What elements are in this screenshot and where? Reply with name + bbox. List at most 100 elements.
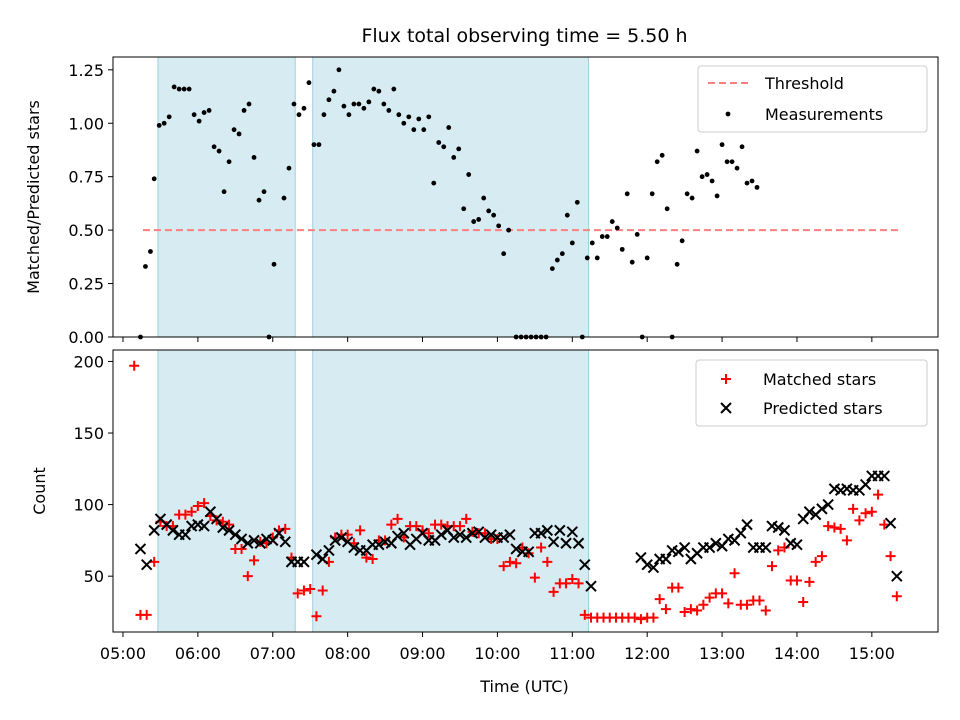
measurement-point [221,189,227,195]
measurement-point [416,116,422,122]
measurement-point [366,99,372,105]
legend-plus-marker [721,374,731,384]
predicted-star-point [579,559,591,571]
predicted-star-point [510,543,522,555]
measurement-point [634,232,640,237]
matched-star-point [873,489,884,500]
matched-star-point [386,519,397,530]
matched-star-point [461,513,472,524]
shaded-intervals [157,349,590,633]
measurement-point [236,131,242,137]
matched-star-point [504,556,515,567]
top-y-tick-label: 1.00 [68,114,104,133]
predicted-star-point [803,506,816,518]
measurement-point [271,261,277,267]
matched-star-point [436,519,447,530]
legend-x-marker [720,402,732,414]
predicted-star-point [323,544,335,557]
measurement-point [574,199,580,205]
predicted-star-point [647,561,660,574]
predicted-star-point [485,528,497,541]
predicted-star-point [460,531,472,544]
predicted-star-point [572,537,585,549]
measurement-point [754,184,760,190]
bottom-y-tick-label: 100 [73,496,104,515]
observing-interval [312,349,590,633]
measurement-point [151,176,157,182]
predicted-star-point [859,478,872,491]
top-y-tick-label: 0.75 [68,168,104,187]
bottom-panel: 05:00 06:00 07:00 08:00 09:00 10:00 11:00 12:00… [30,349,939,696]
matched-star-point [629,612,640,623]
matched-star-point [573,578,584,589]
predicted-star-point [335,531,348,544]
predicted-star-point [229,528,242,541]
matched-star-point [866,506,877,517]
measurement-point [569,240,575,246]
measurement-point [186,86,192,92]
matched-star-point [249,555,260,566]
predicted-star-point [504,528,516,541]
matched-star-point [523,548,534,559]
predicted-star-point [703,541,716,554]
measurement-point [549,266,555,272]
matched-star-point [841,535,852,546]
matched-star-point [767,561,778,572]
measurement-point [291,101,297,107]
predicted-star-point [273,527,285,539]
matched-star-point [704,592,715,603]
top-legend: Threshold Measurements [697,65,928,133]
matched-star-point [791,575,802,586]
matched-star-point [141,609,152,620]
measurement-point [371,86,377,92]
top-y-tick-label: 0.50 [68,221,104,240]
legend-matched-swatch [721,374,731,384]
matched-star-point [311,611,322,622]
measurement-point [201,110,207,115]
measurement-point [466,172,472,177]
measurement-point [331,88,337,94]
predicted-star-point [497,531,510,544]
matched-star-point [411,521,422,532]
predicted-star-point [167,524,179,537]
measurement-point [709,178,715,184]
measurement-point [206,108,212,113]
x-tick-label: 07:00 [250,644,296,663]
measurement-point [156,122,162,128]
predicted-star-point [547,536,560,548]
measurement-point [559,251,565,257]
measurement-point [624,191,630,197]
matched-star-point [723,598,734,609]
matched-star-point [529,572,540,583]
x-tick-label: 05:00 [100,644,146,663]
measurement-point [471,219,477,224]
bottom-legend-box [695,359,928,427]
predicted-star-point [134,543,147,555]
measurement-point [744,180,750,186]
predicted-star-point [242,537,254,549]
legend-measurements-swatch [725,111,731,117]
measurement-point [421,127,427,133]
predicted-star-point [435,528,447,541]
matched-star-point [454,521,465,532]
matched-star-point [773,545,784,556]
x-tick-label: 12:00 [624,644,670,663]
predicted-star-point [179,528,192,541]
measurement-point [356,101,362,107]
matched-star-point [180,509,191,520]
matched-star-point [467,526,478,537]
measurement-point [316,142,322,148]
measurement-point [411,127,417,133]
matched-star-point [186,506,197,517]
measurement-point [336,67,342,73]
matched-star-point [192,501,203,512]
predicted-star-point [541,524,554,537]
predicted-star-point [741,518,753,531]
measurement-point [381,101,387,107]
measurement-point [739,144,745,150]
measurement-point [346,112,352,118]
measurement-point [396,112,402,118]
matched-star-point [367,553,378,564]
matched-star-point [692,605,703,616]
